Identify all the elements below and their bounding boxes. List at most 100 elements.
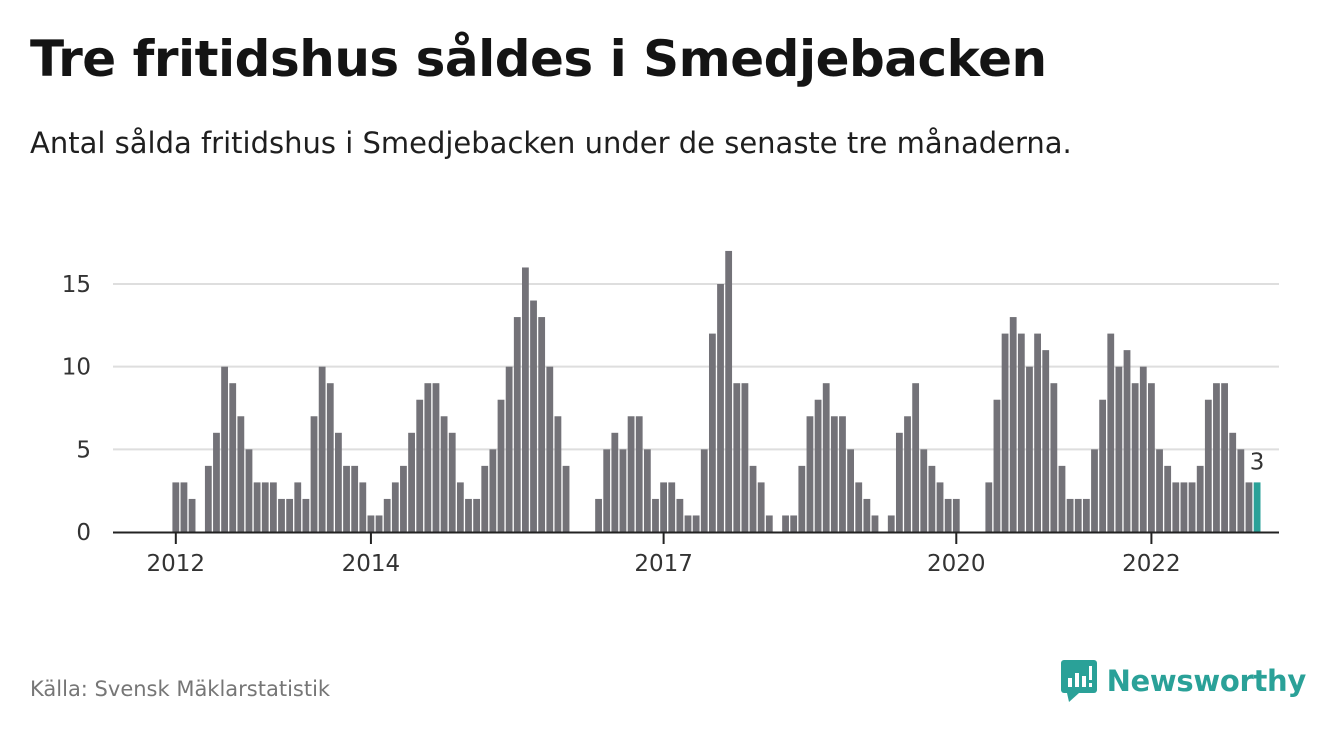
- x-tick-label: 2020: [927, 551, 986, 577]
- y-tick-label: 15: [62, 272, 91, 298]
- bar: [221, 366, 228, 532]
- bar: [1034, 333, 1041, 532]
- bar: [822, 383, 830, 532]
- bar: [213, 432, 220, 532]
- bar: [619, 449, 627, 532]
- bar: [839, 416, 846, 532]
- bar: [749, 465, 757, 532]
- bar: [1009, 317, 1017, 532]
- bar: [310, 416, 318, 532]
- bar: [1164, 465, 1172, 532]
- bar: [1050, 383, 1058, 532]
- bar: [538, 317, 546, 532]
- bar: [1148, 383, 1155, 532]
- bar: [1196, 465, 1204, 532]
- bar: [343, 465, 350, 532]
- bar: [790, 515, 798, 532]
- bar: [335, 432, 342, 532]
- bar: [1204, 399, 1212, 532]
- bar: [1188, 482, 1196, 532]
- y-tick-label: 10: [62, 355, 91, 381]
- bar: [904, 416, 911, 532]
- bar: [367, 515, 375, 532]
- bar: [1074, 498, 1082, 532]
- bar: [229, 383, 237, 532]
- bar: [757, 482, 765, 532]
- bar: [1042, 350, 1050, 532]
- bar: [847, 449, 854, 532]
- bar: [473, 498, 481, 532]
- bar: [806, 416, 814, 532]
- bar: [237, 416, 245, 532]
- bar: [830, 416, 838, 532]
- bar: [318, 366, 326, 532]
- x-tick-label: 2022: [1122, 551, 1181, 577]
- bar: [1091, 449, 1098, 532]
- bar: [765, 515, 773, 532]
- bar: [733, 383, 741, 532]
- bar: [1213, 383, 1220, 532]
- bar: [302, 498, 310, 532]
- bar: [952, 498, 960, 532]
- bar: [635, 416, 643, 532]
- bar: [497, 399, 505, 532]
- bar: [1139, 366, 1147, 532]
- bar: [993, 399, 1001, 532]
- bar: [717, 284, 724, 532]
- bar: [278, 498, 285, 532]
- chart-title: Tre fritidshus såldes i Smedjebacken: [30, 30, 1047, 88]
- bar: [432, 383, 440, 532]
- bar: [253, 482, 261, 532]
- bar: [375, 515, 383, 532]
- bar: [944, 498, 952, 532]
- bar-latest: [1253, 482, 1261, 532]
- bar: [513, 317, 521, 532]
- bar: [424, 383, 432, 532]
- bar: [660, 482, 668, 532]
- bar: [798, 465, 806, 532]
- bar: [1229, 432, 1237, 532]
- bar: [546, 366, 554, 532]
- bar: [643, 449, 651, 532]
- bar: [692, 515, 700, 532]
- bar: [912, 383, 920, 532]
- bar: [1001, 333, 1009, 532]
- bar: [676, 498, 684, 532]
- bar: [245, 449, 253, 532]
- bar: [391, 482, 399, 532]
- bar: [936, 482, 944, 532]
- bar: [814, 399, 822, 532]
- bar: [188, 498, 196, 532]
- bar: [887, 515, 895, 532]
- bar: [269, 482, 277, 532]
- bar: [1123, 350, 1131, 532]
- bar: [481, 465, 489, 532]
- x-tick-label: 2012: [147, 551, 206, 577]
- x-tick-label: 2014: [342, 551, 401, 577]
- bar: [700, 449, 708, 532]
- bar: [408, 432, 415, 532]
- bar: [416, 399, 424, 532]
- latest-value-label: 3: [1250, 449, 1265, 475]
- bar: [505, 366, 513, 532]
- bar: [741, 383, 749, 532]
- y-tick-label: 0: [76, 520, 91, 546]
- brand-name: Newsworthy: [1106, 664, 1307, 698]
- bar: [359, 482, 367, 532]
- bar: [522, 267, 529, 532]
- bar: [782, 515, 789, 532]
- bar: [985, 482, 993, 532]
- bar: [1082, 498, 1090, 532]
- bar: [530, 300, 537, 532]
- bar: [554, 416, 562, 532]
- bar: [1026, 366, 1033, 532]
- bar: [1180, 482, 1188, 532]
- bar: [1156, 449, 1163, 532]
- bar: [1017, 333, 1025, 532]
- bar: [855, 482, 863, 532]
- bar: [400, 465, 407, 532]
- axes: [113, 531, 1279, 544]
- brand-logo[interactable]: Newsworthy: [1060, 660, 1307, 702]
- bar: [1099, 399, 1107, 532]
